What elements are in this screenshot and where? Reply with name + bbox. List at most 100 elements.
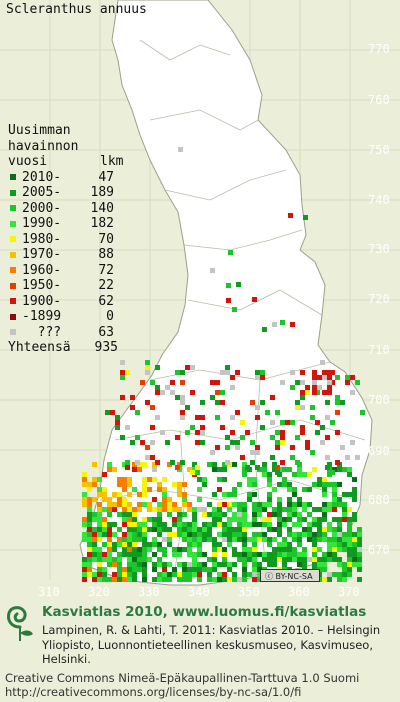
occurrence-square bbox=[195, 440, 200, 445]
occurrence-square bbox=[87, 532, 92, 537]
occurrence-square bbox=[162, 552, 167, 557]
legend-swatch bbox=[10, 236, 16, 243]
occurrence-square bbox=[185, 430, 190, 435]
occurrence-square bbox=[312, 557, 317, 562]
occurrence-square bbox=[147, 502, 152, 507]
occurrence-square bbox=[112, 542, 117, 547]
occurrence-square bbox=[225, 365, 230, 370]
occurrence-square bbox=[236, 282, 241, 287]
occurrence-square bbox=[245, 465, 250, 470]
occurrence-square bbox=[247, 537, 252, 542]
occurrence-square bbox=[102, 567, 107, 572]
occurrence-square bbox=[202, 512, 207, 517]
occurrence-square bbox=[177, 517, 182, 522]
occurrence-square bbox=[252, 297, 257, 302]
legend-count: 0 bbox=[106, 309, 114, 324]
license-url[interactable]: http://creativecommons.org/licenses/by-n… bbox=[5, 685, 302, 699]
occurrence-square bbox=[127, 512, 132, 517]
occurrence-square bbox=[335, 430, 340, 435]
occurrence-square bbox=[352, 547, 357, 552]
occurrence-square bbox=[112, 507, 117, 512]
occurrence-square bbox=[87, 522, 92, 527]
occurrence-square bbox=[312, 542, 317, 547]
occurrence-square bbox=[127, 567, 132, 572]
occurrence-square bbox=[327, 572, 332, 577]
occurrence-square bbox=[287, 542, 292, 547]
occurrence-square bbox=[122, 522, 127, 527]
occurrence-square bbox=[97, 487, 102, 492]
occurrence-square bbox=[157, 557, 162, 562]
occurrence-square bbox=[242, 517, 247, 522]
legend-label: -1899 bbox=[22, 309, 62, 324]
occurrence-square bbox=[192, 562, 197, 567]
occurrence-square bbox=[345, 455, 350, 460]
occurrence-square bbox=[240, 420, 245, 425]
occurrence-square bbox=[252, 522, 257, 527]
occurrence-square bbox=[110, 410, 115, 415]
legend-label: 1970- bbox=[22, 247, 62, 262]
occurrence-square bbox=[142, 557, 147, 562]
occurrence-square bbox=[182, 537, 187, 542]
occurrence-square bbox=[347, 572, 352, 577]
cc-license-badge[interactable]: ⓒ BY-NC-SA bbox=[260, 569, 320, 582]
occurrence-square bbox=[135, 460, 140, 465]
occurrence-square bbox=[177, 522, 182, 527]
occurrence-square bbox=[220, 390, 225, 395]
occurrence-square bbox=[97, 502, 102, 507]
occurrence-square bbox=[162, 507, 167, 512]
occurrence-square bbox=[150, 440, 155, 445]
legend-swatch bbox=[10, 251, 16, 258]
occurrence-square bbox=[177, 507, 182, 512]
occurrence-square bbox=[332, 527, 337, 532]
occurrence-square bbox=[102, 472, 107, 477]
occurrence-square bbox=[277, 497, 282, 502]
occurrence-square bbox=[320, 360, 325, 365]
occurrence-square bbox=[307, 532, 312, 537]
credit-title-link[interactable]: Kasviatlas 2010, www.luomus.fi/kasviatla… bbox=[42, 604, 367, 620]
occurrence-square bbox=[230, 385, 235, 390]
occurrence-square bbox=[92, 577, 97, 582]
license-text: Creative Commons Nimeä-Epäkaupallinen-Ta… bbox=[5, 671, 359, 699]
occurrence-square bbox=[267, 492, 272, 497]
occurrence-square bbox=[187, 552, 192, 557]
occurrence-square bbox=[172, 522, 177, 527]
occurrence-square bbox=[272, 512, 277, 517]
occurrence-square bbox=[282, 517, 287, 522]
legend-row: 2010- 47 bbox=[8, 170, 123, 186]
occurrence-square bbox=[285, 420, 290, 425]
occurrence-square bbox=[280, 420, 285, 425]
occurrence-square bbox=[82, 532, 87, 537]
occurrence-square bbox=[262, 557, 267, 562]
occurrence-square bbox=[217, 542, 222, 547]
occurrence-square bbox=[322, 370, 327, 375]
occurrence-square bbox=[297, 502, 302, 507]
occurrence-square bbox=[222, 557, 227, 562]
occurrence-square bbox=[180, 395, 185, 400]
occurrence-square bbox=[202, 532, 207, 537]
occurrence-square bbox=[142, 567, 147, 572]
occurrence-square bbox=[290, 445, 295, 450]
legend-row: 1970- 88 bbox=[8, 247, 123, 263]
credits-panel: Kasviatlas 2010, www.luomus.fi/kasviatla… bbox=[0, 598, 400, 702]
occurrence-square bbox=[267, 502, 272, 507]
occurrence-square bbox=[347, 492, 352, 497]
occurrence-square bbox=[162, 537, 167, 542]
occurrence-square bbox=[115, 415, 120, 420]
occurrence-square bbox=[270, 435, 275, 440]
occurrence-square bbox=[287, 482, 292, 487]
occurrence-square bbox=[192, 552, 197, 557]
kasviatlas-logo-icon bbox=[7, 606, 33, 641]
occurrence-square bbox=[162, 487, 167, 492]
occurrence-square bbox=[222, 552, 227, 557]
occurrence-square bbox=[177, 527, 182, 532]
occurrence-square bbox=[327, 462, 332, 467]
occurrence-square bbox=[177, 532, 182, 537]
occurrence-square bbox=[347, 522, 352, 527]
occurrence-square bbox=[132, 467, 137, 472]
occurrence-square bbox=[132, 542, 137, 547]
occurrence-square bbox=[335, 460, 340, 465]
occurrence-square bbox=[92, 547, 97, 552]
occurrence-square bbox=[317, 517, 322, 522]
occurrence-square bbox=[310, 415, 315, 420]
occurrence-square bbox=[332, 532, 337, 537]
